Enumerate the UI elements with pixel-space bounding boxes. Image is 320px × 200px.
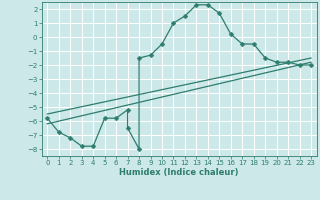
X-axis label: Humidex (Indice chaleur): Humidex (Indice chaleur) xyxy=(119,168,239,177)
